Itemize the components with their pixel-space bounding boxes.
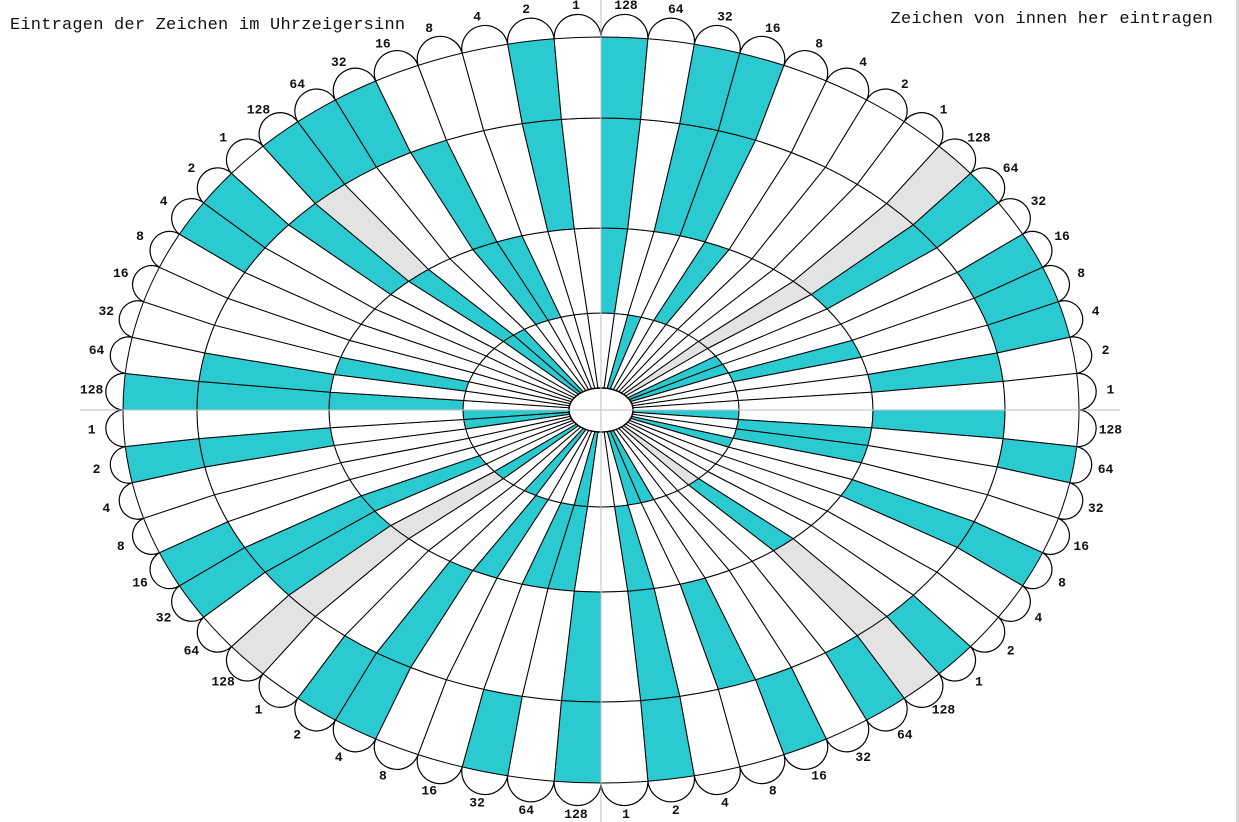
bit-label: 4 bbox=[160, 194, 168, 209]
ring-sector bbox=[600, 36, 649, 120]
bit-label: 64 bbox=[289, 77, 305, 92]
bit-label: 64 bbox=[184, 644, 200, 659]
bit-label: 1 bbox=[940, 102, 948, 117]
ring-sector bbox=[600, 700, 649, 784]
bit-label: 32 bbox=[156, 611, 172, 626]
bit-label: 2 bbox=[93, 462, 101, 477]
caption-clockwise: Eintragen der Zeichen im Uhrzeigersinn bbox=[10, 16, 406, 35]
bit-label: 16 bbox=[1054, 229, 1070, 244]
bit-label: 32 bbox=[98, 304, 114, 319]
bit-label: 4 bbox=[102, 501, 110, 516]
bit-label: 128 bbox=[1099, 422, 1123, 437]
bit-label: 16 bbox=[1073, 539, 1089, 554]
window-edge bbox=[1236, 0, 1239, 822]
bit-label: 8 bbox=[769, 784, 777, 799]
bit-label: 64 bbox=[897, 728, 913, 743]
bit-label: 4 bbox=[721, 795, 729, 810]
bit-label: 2 bbox=[1102, 343, 1110, 358]
bit-label: 128 bbox=[211, 674, 235, 689]
bit-label: 1 bbox=[219, 130, 227, 145]
bit-label: 32 bbox=[331, 55, 347, 70]
bit-label: 128 bbox=[564, 807, 588, 822]
ring-sector bbox=[553, 700, 602, 784]
bit-label: 8 bbox=[1077, 266, 1085, 281]
bit-label: 4 bbox=[473, 10, 481, 25]
bit-label: 32 bbox=[1031, 194, 1047, 209]
bit-label: 2 bbox=[901, 77, 909, 92]
bit-label: 64 bbox=[668, 2, 684, 17]
bit-label: 128 bbox=[80, 383, 104, 398]
bit-labels: 128 6432168421128643216842112864321684211… bbox=[80, 0, 1122, 822]
bit-label: 128 bbox=[967, 130, 991, 145]
bit-label: 1 bbox=[622, 807, 630, 822]
bit-label: 8 bbox=[379, 769, 387, 784]
bit-label: 2 bbox=[522, 2, 530, 17]
ring-sectors bbox=[122, 36, 1080, 784]
bit-label: 2 bbox=[1007, 644, 1015, 659]
bit-label: 8 bbox=[1058, 576, 1066, 591]
bit-label: 128 bbox=[614, 0, 638, 13]
bit-label: 16 bbox=[113, 266, 129, 281]
bit-label: 32 bbox=[717, 10, 733, 25]
bit-label: 16 bbox=[132, 576, 148, 591]
bit-label: 64 bbox=[89, 343, 105, 358]
bit-label: 32 bbox=[469, 795, 485, 810]
bit-label: 2 bbox=[293, 728, 301, 743]
bit-label: 16 bbox=[765, 21, 781, 36]
bit-label: 16 bbox=[421, 784, 437, 799]
bit-label: 1 bbox=[255, 703, 263, 718]
caption-from-inside: Zeichen von innen her eintragen bbox=[890, 10, 1213, 29]
bit-label: 1 bbox=[572, 0, 580, 13]
bit-label: 8 bbox=[815, 36, 823, 51]
bit-label: 16 bbox=[811, 769, 827, 784]
bit-label: 1 bbox=[975, 674, 983, 689]
bit-label: 1 bbox=[1106, 383, 1114, 398]
ring-sector bbox=[553, 36, 602, 120]
bit-label: 8 bbox=[136, 229, 144, 244]
bit-label: 2 bbox=[187, 161, 195, 176]
bit-label: 4 bbox=[1034, 611, 1042, 626]
bit-label: 8 bbox=[117, 539, 125, 554]
bit-label: 64 bbox=[518, 803, 534, 818]
bit-label: 4 bbox=[1092, 304, 1100, 319]
bit-label: 128 bbox=[932, 703, 956, 718]
bit-label: 32 bbox=[855, 750, 871, 765]
bit-label: 128 bbox=[247, 102, 271, 117]
bit-label: 2 bbox=[672, 803, 680, 818]
bit-label: 8 bbox=[425, 21, 433, 36]
bit-label: 16 bbox=[375, 36, 391, 51]
bit-label: 64 bbox=[1003, 161, 1019, 176]
bit-label: 1 bbox=[88, 422, 96, 437]
bit-label: 32 bbox=[1088, 501, 1104, 516]
bit-label: 4 bbox=[335, 750, 343, 765]
bit-label: 64 bbox=[1098, 462, 1114, 477]
bit-label: 4 bbox=[859, 55, 867, 70]
